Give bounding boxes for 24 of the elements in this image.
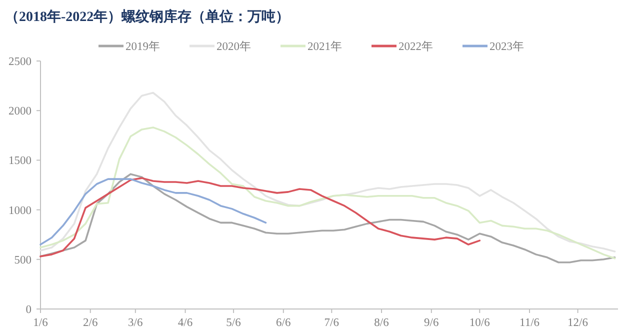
legend-label: 2020年 bbox=[216, 41, 252, 53]
y-tick-label: 1000 bbox=[8, 204, 32, 217]
legend-label: 2021年 bbox=[308, 41, 342, 53]
y-tick-label: 0 bbox=[26, 304, 32, 316]
x-tick-label: 4/6 bbox=[178, 317, 193, 329]
x-tick-label: 9/6 bbox=[424, 317, 439, 329]
y-tick-label: 2500 bbox=[8, 56, 32, 68]
y-tick-label: 1500 bbox=[8, 155, 32, 168]
x-tick-label: 6/6 bbox=[276, 317, 291, 329]
x-tick-label: 7/6 bbox=[324, 317, 340, 329]
x-tick-label: 8/6 bbox=[374, 317, 389, 329]
x-tick-label: 5/6 bbox=[226, 317, 241, 329]
x-tick-label: 1/6 bbox=[33, 317, 48, 329]
x-tick-label: 10/6 bbox=[469, 317, 490, 329]
title: （2018年-2022年）螺纹钢库存（单位：万吨） bbox=[5, 10, 290, 25]
x-tick-label: 12/6 bbox=[568, 317, 588, 329]
legend-label: 2023年 bbox=[490, 41, 524, 53]
y-tick-label: 2000 bbox=[8, 106, 32, 118]
x-tick-label: 2/6 bbox=[83, 317, 98, 329]
y-tick-label: 500 bbox=[14, 254, 32, 266]
legend-label: 2022年 bbox=[398, 41, 434, 53]
x-tick-label: 11/6 bbox=[520, 317, 540, 329]
x-tick-label: 3/6 bbox=[128, 317, 143, 329]
legend-label: 2019年 bbox=[126, 41, 160, 53]
